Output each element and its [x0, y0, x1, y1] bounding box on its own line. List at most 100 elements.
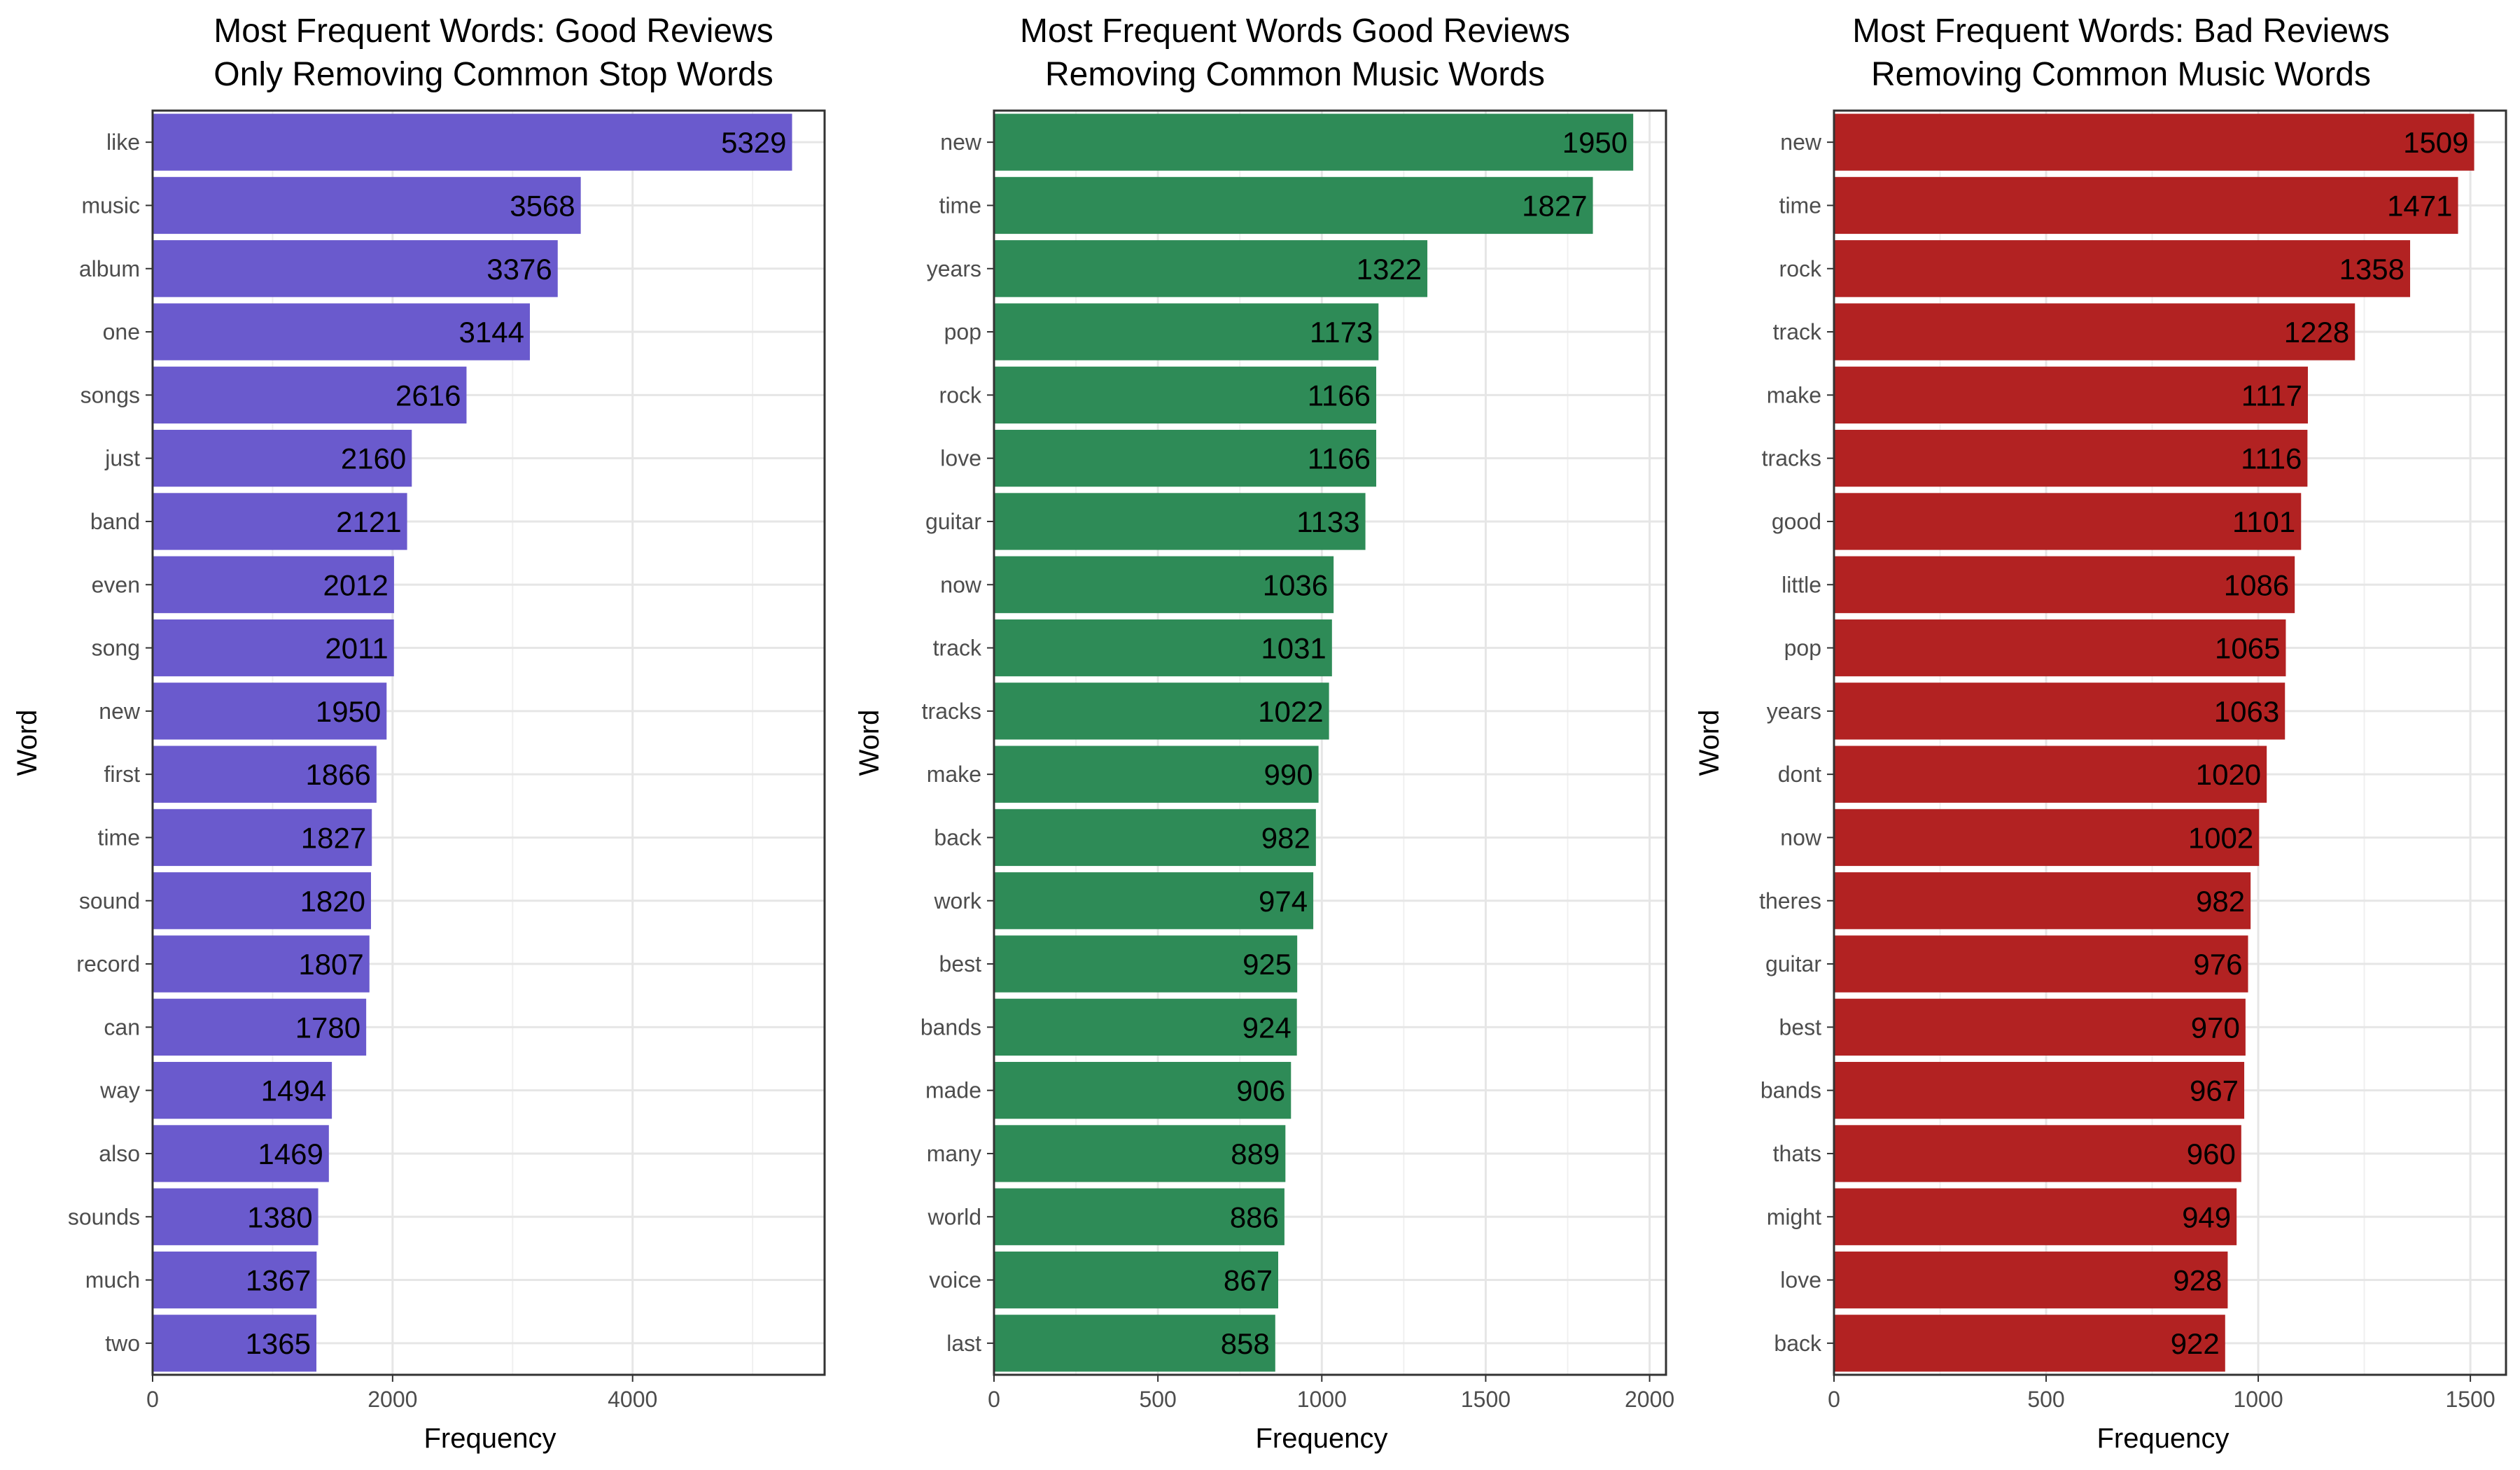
data-label-love: 928 — [2173, 1264, 2222, 1297]
chart-title-line1: Most Frequent Words Good Reviews — [1020, 13, 1570, 50]
y-tick-label-much: much — [85, 1268, 140, 1293]
x-tick-label: 1000 — [1297, 1387, 1347, 1412]
data-label-time: 1471 — [2387, 189, 2452, 222]
y-tick-label-sounds: sounds — [68, 1204, 140, 1229]
plot-area: 1509 new 1471 time 1358 rock 1228 track 1117 make… — [1759, 109, 2507, 1412]
data-label-bands: 967 — [2190, 1074, 2239, 1107]
y-tick-label-tracks: tracks — [1762, 446, 1821, 471]
bar-years — [1834, 682, 2286, 740]
bar-make — [994, 746, 1319, 803]
bar-album — [153, 240, 558, 298]
chart-title-line1: Most Frequent Words: Good Reviews — [214, 13, 773, 50]
y-tick-label-best: best — [939, 951, 982, 976]
bar-like — [153, 113, 792, 171]
bar-theres — [1834, 872, 2251, 930]
bar-music — [153, 176, 581, 234]
data-label-even: 2012 — [323, 568, 388, 601]
y-tick-label-songs: songs — [80, 382, 140, 407]
bar-best — [994, 935, 1298, 993]
bar-love — [994, 430, 1377, 487]
bar-pop — [1834, 619, 2286, 677]
plot-border — [151, 109, 826, 1376]
y-tick-label-best: best — [1779, 1014, 1822, 1040]
bar-sounds — [153, 1188, 318, 1245]
y-tick-label-bands: bands — [920, 1014, 981, 1040]
y-tick-label-also: also — [99, 1141, 140, 1166]
data-label-tracks: 1116 — [2241, 442, 2302, 475]
bar-many — [994, 1125, 1286, 1182]
x-tick-label: 1000 — [2233, 1387, 2283, 1412]
y-tick-label-guitar: guitar — [925, 509, 981, 534]
bar-years — [994, 240, 1428, 298]
data-label-thats: 960 — [2187, 1138, 2236, 1170]
plot-background — [1834, 111, 2506, 1375]
y-tick-label-back: back — [1774, 1331, 1822, 1356]
bar-can — [153, 998, 367, 1056]
data-label-last: 858 — [1221, 1327, 1270, 1360]
y-tick-label-rock: rock — [1779, 256, 1822, 281]
data-label-pop: 1173 — [1310, 316, 1373, 349]
bar-made — [994, 1062, 1292, 1119]
bar-little — [1834, 556, 2295, 613]
y-tick-label-good: good — [1772, 509, 1821, 534]
y-tick-label-theres: theres — [1759, 888, 1821, 913]
y-tick-label-work: work — [933, 888, 982, 913]
bar-dont — [1834, 746, 2267, 803]
data-label-now: 1036 — [1263, 568, 1328, 601]
y-tick-label-pop: pop — [944, 319, 981, 344]
y-tick-label-band: band — [90, 509, 140, 534]
bar-one — [153, 303, 530, 360]
y-tick-label-back: back — [934, 825, 982, 850]
bar-guitar — [994, 493, 1366, 550]
y-tick-label-can: can — [104, 1014, 140, 1040]
bar-tracks — [1834, 430, 2308, 487]
y-tick-label-time: time — [939, 192, 981, 218]
bar-time — [994, 176, 1593, 234]
x-tick-label: 1500 — [2445, 1387, 2495, 1412]
y-tick-label-years: years — [927, 256, 981, 281]
chart-title-line2: Only Removing Common Stop Words — [214, 56, 773, 93]
bar-new — [153, 682, 387, 740]
plot-background — [994, 111, 1666, 1375]
data-label-good: 1101 — [2232, 505, 2295, 538]
plot-background — [153, 111, 825, 1375]
y-tick-label-one: one — [103, 319, 140, 344]
y-tick-label-little: little — [1782, 572, 1821, 597]
y-tick-label-now: now — [940, 572, 982, 597]
y-tick-label-love: love — [1780, 1268, 1821, 1293]
panel-good-reviews-stop-words: Most Frequent Words: Good Reviews Only R… — [12, 13, 826, 1454]
y-tick-label-song: song — [92, 636, 140, 661]
data-label-tracks: 1022 — [1258, 695, 1323, 728]
bar-thats — [1834, 1125, 2241, 1182]
y-tick-label-tracks: tracks — [922, 699, 981, 724]
y-tick-label-sound: sound — [79, 888, 140, 913]
x-tick-label: 500 — [2027, 1387, 2064, 1412]
x-tick-label: 500 — [1139, 1387, 1176, 1412]
bar-record — [153, 935, 370, 993]
data-label-new: 1950 — [316, 695, 381, 728]
y-tick-label-made: made — [925, 1078, 981, 1103]
y-tick-label-love: love — [940, 446, 981, 471]
chart-title-line2: Removing Common Music Words — [1871, 56, 2371, 93]
data-label-track: 1228 — [2284, 316, 2349, 349]
plot-border — [993, 109, 1667, 1376]
y-tick-label-two: two — [105, 1331, 140, 1356]
y-tick-label-pop: pop — [1784, 636, 1821, 661]
data-label-way: 1494 — [261, 1074, 326, 1107]
chart-title-line2: Removing Common Music Words — [1045, 56, 1545, 93]
y-tick-label-guitar: guitar — [1765, 951, 1821, 976]
y-tick-label-like: like — [106, 130, 140, 155]
x-tick-label: 0 — [988, 1387, 1000, 1412]
data-label-pop: 1065 — [2215, 632, 2280, 665]
x-tick-label: 2000 — [368, 1387, 417, 1412]
y-tick-label-make: make — [1767, 382, 1821, 407]
data-label-guitar: 976 — [2193, 948, 2242, 981]
bar-good — [1834, 493, 2302, 550]
y-tick-label-might: might — [1767, 1204, 1821, 1229]
data-label-work: 974 — [1259, 885, 1308, 918]
data-label-little: 1086 — [2224, 568, 2289, 601]
data-label-back: 982 — [1261, 821, 1310, 854]
bar-tracks — [994, 682, 1329, 740]
data-label-sounds: 1380 — [247, 1200, 312, 1233]
data-label-time: 1827 — [1522, 189, 1587, 222]
